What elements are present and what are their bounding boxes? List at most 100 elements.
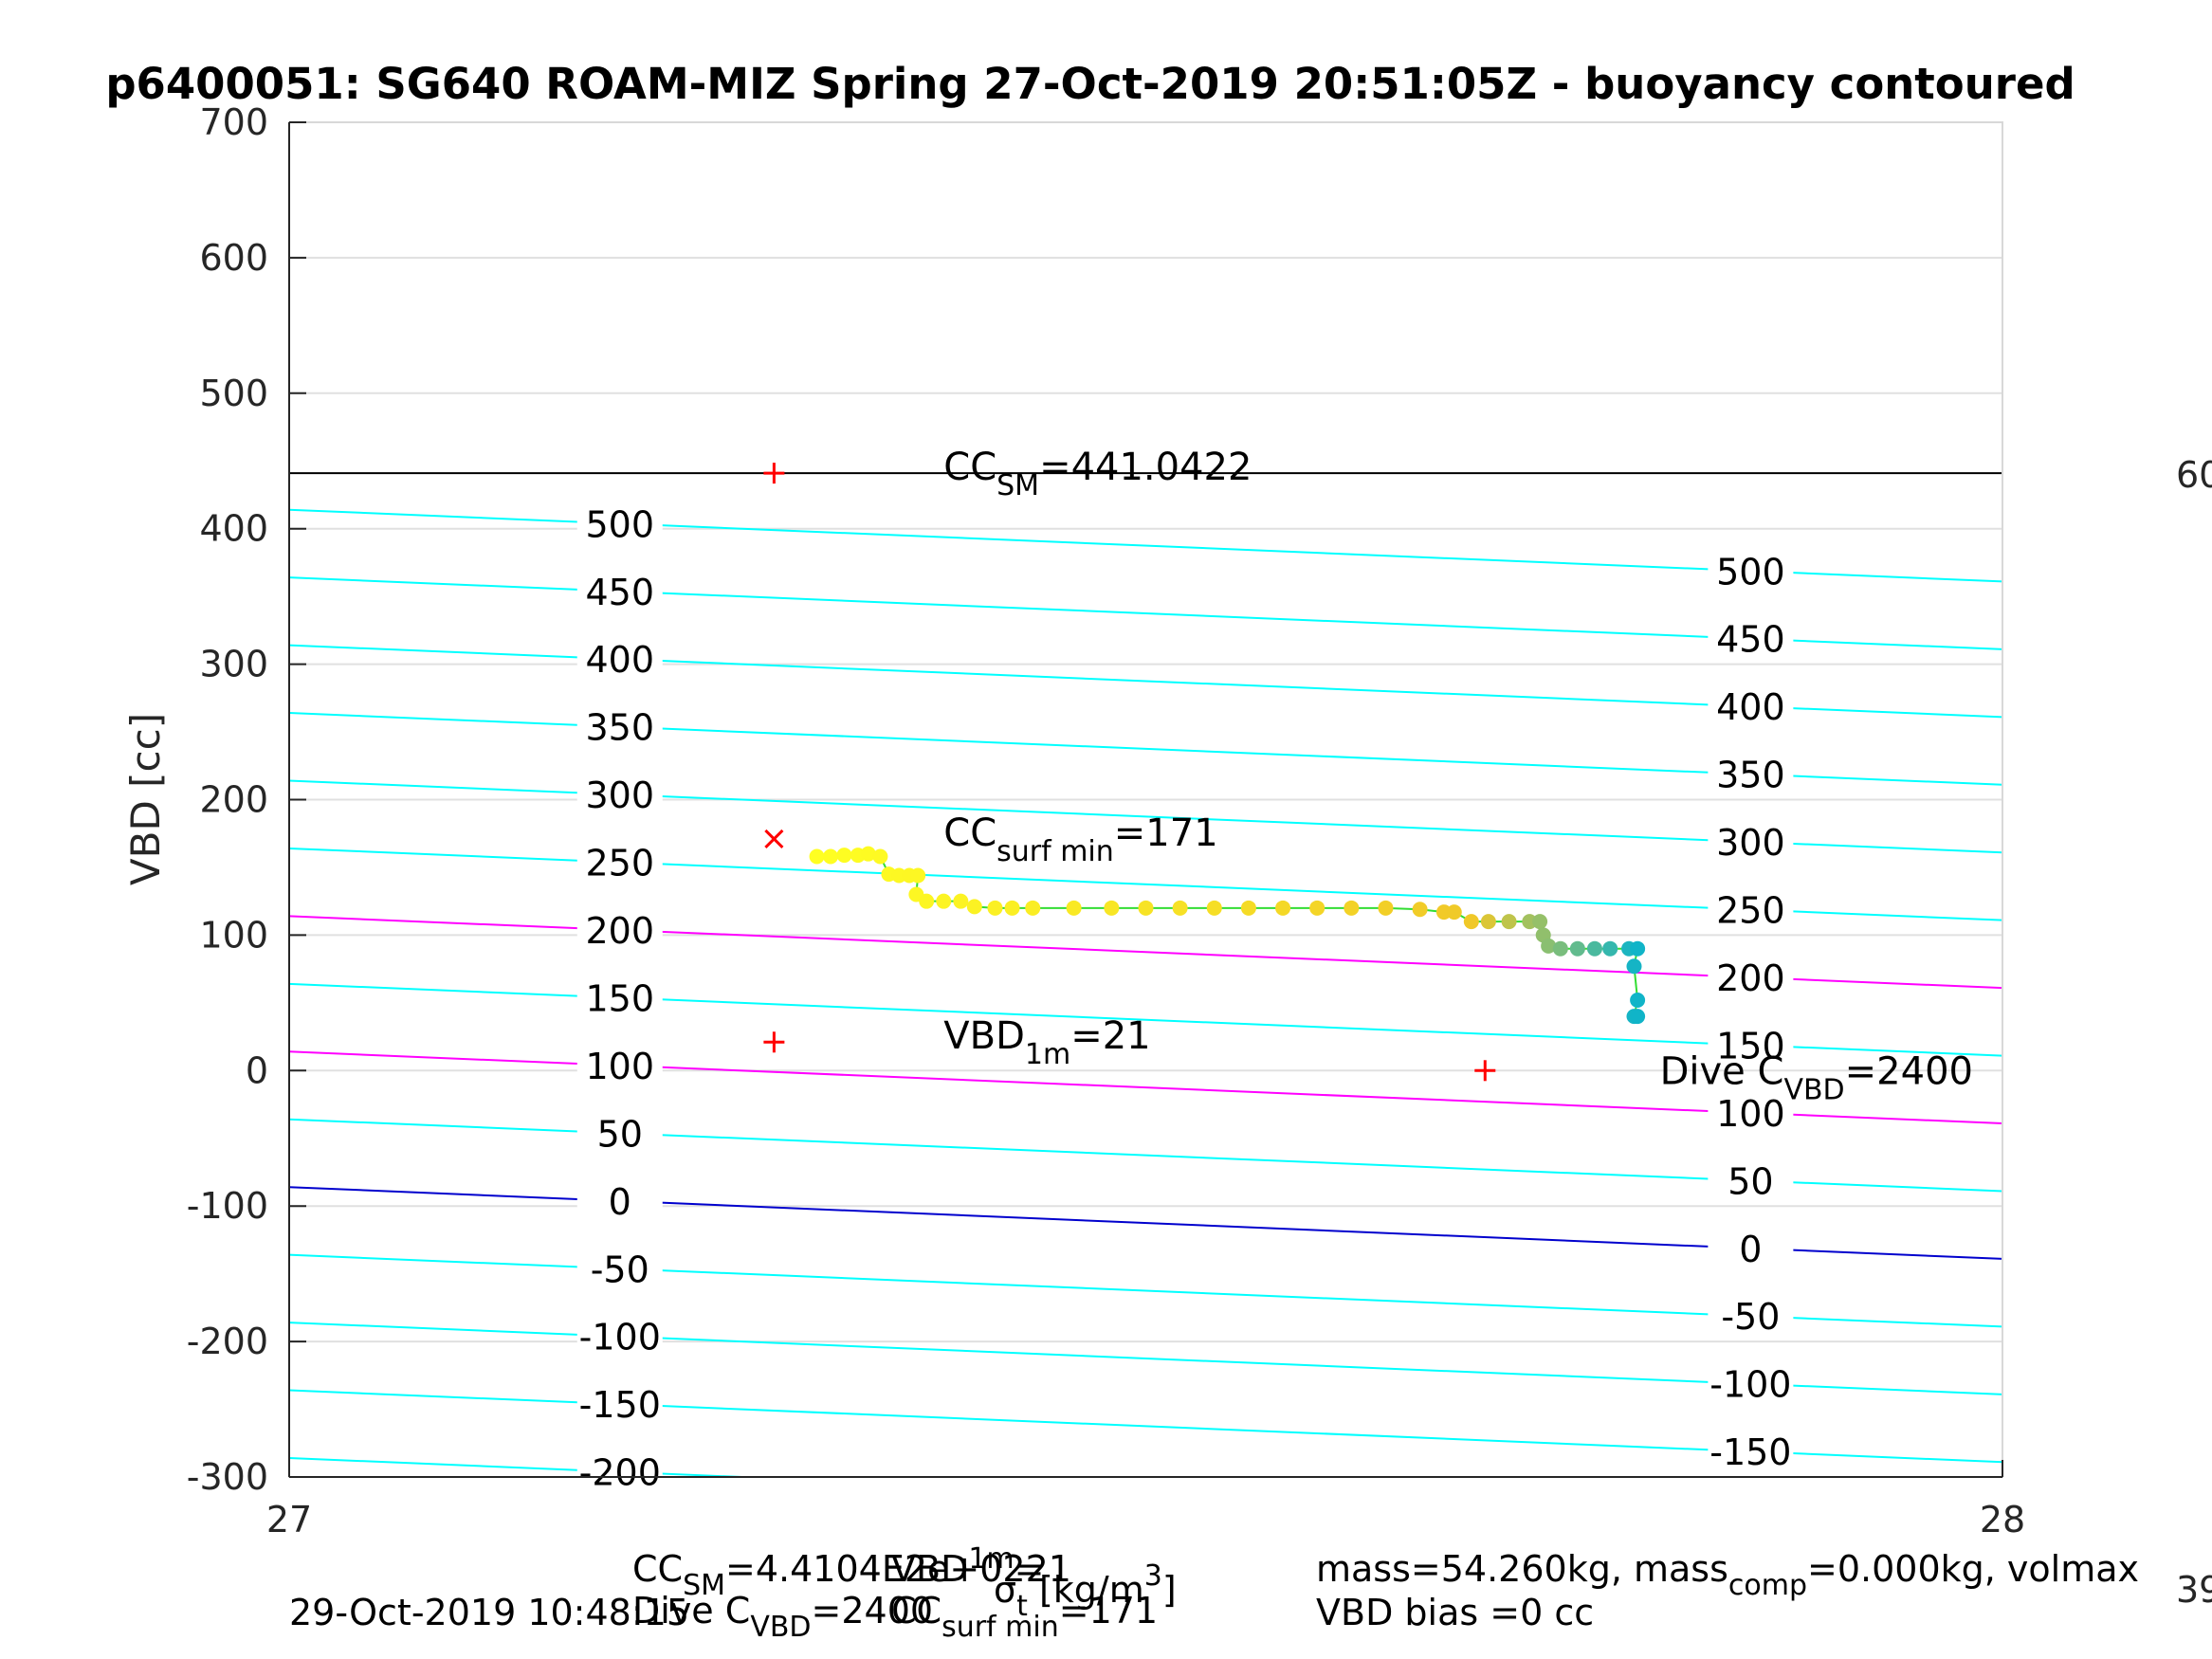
- contour-label: -50: [591, 1249, 649, 1290]
- trace-point: [953, 893, 969, 909]
- trace-point: [1501, 914, 1517, 930]
- trace-point: [1463, 914, 1479, 930]
- contour-label: 0: [609, 1181, 631, 1223]
- footer-overlap-line2: Dive CVBD=2400 CCsurf min=171: [632, 1590, 1158, 1644]
- trace-point: [1066, 900, 1082, 916]
- contour-label: 250: [1716, 890, 1785, 932]
- trace-point: [1480, 914, 1496, 930]
- y-tick-label: 0: [246, 1049, 268, 1091]
- contour-label: -150: [1709, 1431, 1791, 1473]
- contour-label-bg: [576, 636, 663, 679]
- contour-label-bg: [1708, 819, 1794, 862]
- trace-point: [1412, 902, 1428, 918]
- x-marker: [764, 829, 784, 849]
- footer-mass: mass=54.260kg, masscomp=0.000kg, volmax: [1316, 1548, 2139, 1602]
- contour-label-bg: [576, 1313, 663, 1356]
- annotation: CCsurf min=171: [943, 811, 1217, 868]
- footer-vbd-bias: VBD bias =0 cc: [1316, 1592, 1594, 1633]
- contour-label: 400: [585, 639, 654, 681]
- contour-label-bg: [576, 1246, 663, 1288]
- trace-point: [1104, 900, 1120, 916]
- contour-label: -100: [579, 1317, 661, 1358]
- y-tick-label: 100: [199, 914, 268, 956]
- contour-label-bg: [1708, 1022, 1794, 1065]
- trace-point: [1446, 904, 1462, 921]
- contour-label: 450: [1716, 619, 1785, 661]
- trace-point: [966, 899, 982, 915]
- contour-label: -200: [579, 1452, 661, 1494]
- contour-labels: -200 -150 -150 -100 -100 -50 -50 0 0 50 50 100 100 15…: [576, 501, 1794, 1494]
- trace-point: [910, 867, 926, 884]
- right-edge-label-top: 60: [2176, 454, 2212, 496]
- footer-vbd-1m: VBD1m=: [891, 1542, 1044, 1590]
- y-tick-label: -200: [187, 1321, 268, 1362]
- annotations: CCSM=441.0422 CCsurf min=171 VBD1m=21 Dive …: [943, 446, 1973, 1106]
- grid: [289, 121, 2002, 1478]
- contour-label: -100: [1709, 1364, 1791, 1406]
- contour-label: 50: [1728, 1160, 1773, 1202]
- trace-point: [1309, 900, 1325, 916]
- right-edge-label-bottom: 39: [2176, 1569, 2212, 1611]
- trace-point: [1586, 940, 1602, 957]
- y-tick-label: 700: [199, 101, 268, 143]
- contour-label-bg: [1708, 1293, 1794, 1336]
- trace-point: [1532, 914, 1548, 930]
- trace-point: [1138, 900, 1154, 916]
- contour-label-bg: [576, 975, 663, 1017]
- buoyancy-contours: [289, 508, 2002, 1477]
- trace-point: [1630, 940, 1646, 957]
- x-axis-label: σt [kg/m3]: [994, 1559, 1177, 1623]
- contour-label: 100: [1716, 1093, 1785, 1135]
- contour-label-bg: [576, 1449, 663, 1491]
- contour-label-bg: [576, 1381, 663, 1424]
- plus-marker: [763, 1031, 785, 1053]
- chart-title: p6400051: SG640 ROAM-MIZ Spring 27-Oct-2…: [105, 59, 2075, 109]
- trace-point: [1275, 900, 1291, 916]
- plus-marker: [1474, 1060, 1496, 1082]
- contour-label-bg: [1708, 1360, 1794, 1403]
- y-axis-label: VBD [cc]: [122, 713, 169, 885]
- trace-point: [1240, 900, 1256, 916]
- contour-label: 400: [1716, 686, 1785, 728]
- contour-line: [289, 1456, 765, 1477]
- trace-point: [1630, 992, 1646, 1008]
- contour-label: 300: [1716, 822, 1785, 864]
- trace-point: [1602, 940, 1618, 957]
- contour-label: 100: [585, 1046, 654, 1087]
- contour-label-bg: [1708, 1225, 1794, 1267]
- trace-point: [1630, 1009, 1646, 1025]
- contour-label-bg: [1708, 615, 1794, 658]
- contour-label: -50: [1721, 1296, 1780, 1338]
- contour-label-bg: [576, 1110, 663, 1153]
- trace-point: [1626, 958, 1642, 975]
- footer-overlap-line1: CCSM=4.4104E2e+0221 VBD1m=: [632, 1542, 1071, 1602]
- trace-point: [809, 848, 825, 865]
- contour-label-bg: [576, 703, 663, 746]
- contour-label: -150: [579, 1384, 661, 1426]
- footer-cc-sm: CCSM=4.4104E2e+0221: [632, 1548, 1071, 1602]
- axes: [288, 121, 2003, 1478]
- contour-label-bg: [1708, 886, 1794, 929]
- contour-label-bg: [1708, 684, 1794, 726]
- contour-label: 150: [1716, 1025, 1785, 1066]
- contour-label-bg: [576, 1042, 663, 1085]
- markers: [763, 463, 1496, 1082]
- x-tick-label: 27: [266, 1499, 312, 1540]
- contour-label: 200: [1716, 957, 1785, 999]
- contour-label-bg: [576, 839, 663, 882]
- annotation: Dive CVBD=2400: [1660, 1049, 1973, 1106]
- footer-cc-surf-min: CCsurf min=171: [891, 1590, 1158, 1644]
- contour-label: 350: [585, 707, 654, 749]
- plus-marker: [763, 463, 785, 484]
- y-tick-label: 200: [199, 779, 268, 821]
- annotation: CCSM=441.0422: [943, 446, 1252, 502]
- y-tick-label: -300: [187, 1456, 268, 1498]
- trace-point: [860, 846, 876, 862]
- trace-point: [1172, 900, 1188, 916]
- footer-dive-cvbd: Dive CVBD=2400: [632, 1590, 933, 1644]
- contour-label-bg: [1708, 1429, 1794, 1471]
- contour-label: 500: [1716, 551, 1785, 592]
- contour-label: 200: [585, 910, 654, 952]
- contour-label-bg: [576, 501, 663, 543]
